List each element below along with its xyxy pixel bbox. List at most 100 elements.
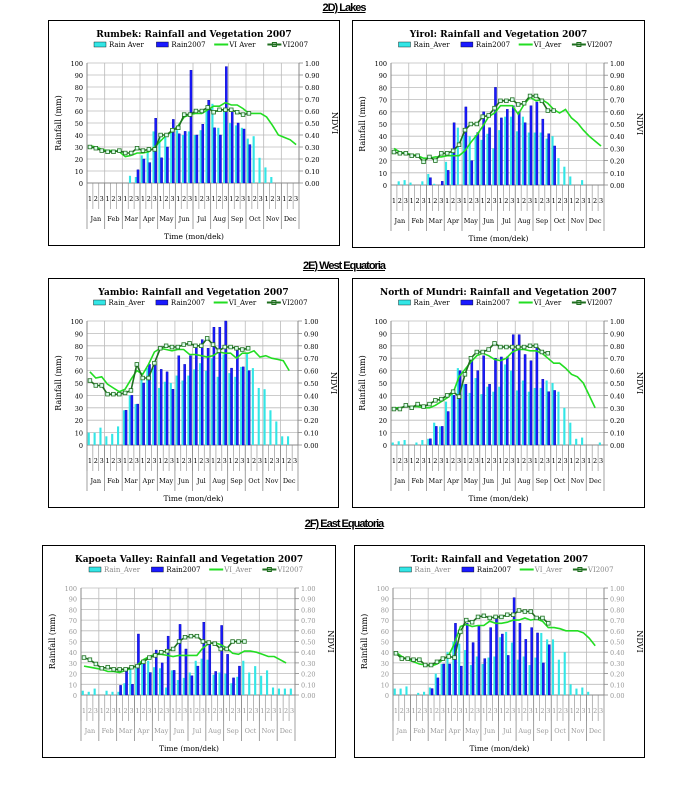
y2-tick-label: 0.00 — [610, 182, 624, 190]
legend-vi2007-marker — [266, 567, 272, 572]
x-dekad-label: 1 — [282, 195, 286, 203]
x-month-label: Oct — [554, 477, 566, 485]
bar-rain-aver — [257, 387, 260, 445]
y2-tick-label: 0.40 — [610, 133, 624, 141]
y2-tick-label: 0.50 — [610, 380, 624, 388]
x-dekad-label: 1 — [427, 197, 431, 205]
bar-rain-aver — [140, 155, 143, 183]
x-month-label: Dec — [589, 477, 602, 485]
bar-rain-aver — [251, 368, 254, 445]
point-vi2007 — [468, 121, 474, 127]
x-dekad-label: 3 — [581, 197, 585, 205]
y2-tick-label: 1.00 — [301, 585, 315, 593]
bar-rain2007 — [148, 364, 151, 446]
bar-rain-aver — [468, 392, 471, 445]
bar-rain2007 — [506, 655, 510, 696]
x-dekad-label: 2 — [231, 707, 235, 715]
x-month-label: Feb — [412, 477, 424, 485]
x-dekad-label: 2 — [94, 457, 98, 465]
bar-rain2007 — [196, 665, 200, 696]
x-dekad-label: 2 — [470, 707, 474, 715]
bar-rain2007 — [470, 160, 474, 186]
bar-rain2007 — [501, 633, 504, 696]
bar-rain-aver — [153, 667, 156, 695]
x-dekad-label: 1 — [189, 707, 193, 715]
bar-rain2007 — [530, 627, 533, 696]
x-month-label: Mar — [429, 217, 444, 225]
legend-vi2007-marker — [576, 42, 582, 47]
bar-rain-aver — [200, 658, 203, 695]
bar-rain-aver — [286, 436, 290, 445]
x-dekad-label: 2 — [287, 457, 291, 465]
y-tick-label: 90 — [381, 596, 389, 604]
x-dekad-label: 2 — [398, 197, 402, 205]
point-vi2007 — [428, 662, 434, 668]
x-dekad-label: 2 — [199, 457, 203, 465]
bar-rain-aver — [551, 136, 554, 185]
bar-rain-aver — [462, 134, 465, 185]
x-dekad-label: 1 — [481, 457, 485, 465]
legend-rain2007-label: Rain2007 — [171, 41, 205, 49]
x-dekad-label: 1 — [534, 197, 538, 205]
bar-rain-aver — [433, 183, 436, 185]
legend-rain2007-label: Rain2007 — [166, 566, 200, 574]
bar-rain2007 — [460, 665, 463, 696]
point-vi2007 — [409, 153, 414, 158]
y-tick-label: 90 — [379, 72, 387, 80]
point-vi2007 — [111, 149, 116, 154]
x-dekad-label: 1 — [158, 457, 162, 465]
x-dekad-label: 3 — [240, 457, 244, 465]
point-vi2007 — [245, 346, 251, 351]
legend: Rain_Aver Rain2007 VI_Aver VI2007 — [398, 299, 613, 307]
x-dekad-label: 3 — [563, 197, 567, 205]
x-dekad-label: 3 — [404, 197, 408, 205]
legend: Rain_Aver Rain2007 VI_Aver VI2007 — [93, 299, 308, 307]
bar-rain-aver — [533, 132, 536, 185]
bar-rain-aver — [135, 668, 138, 695]
x-dekad-label: 2 — [433, 197, 437, 205]
x-month-label: Jun — [173, 727, 185, 735]
legend-vi2007-label: VI2007 — [276, 566, 303, 574]
y2-tick-label: 0.80 — [610, 84, 624, 92]
x-dekad-label: 3 — [135, 457, 139, 465]
y2-tick-label: 0.50 — [301, 639, 315, 647]
bar-rain2007 — [177, 355, 181, 446]
y-tick-label: 10 — [381, 681, 389, 689]
bar-rain2007 — [488, 127, 491, 186]
x-month-label: Jul — [501, 217, 511, 225]
y2-tick-label: 0.90 — [610, 330, 624, 338]
y2-tick-label: 1.00 — [610, 585, 624, 593]
y2-tick-label: 0.10 — [610, 170, 624, 178]
x-dekad-label: 3 — [170, 195, 174, 203]
bar-rain2007 — [166, 146, 169, 184]
x-month-label: Jan — [395, 727, 407, 735]
point-vi2007 — [117, 667, 122, 672]
bar-rain2007 — [464, 106, 468, 186]
bar-rain2007 — [442, 663, 446, 696]
bar-rain-aver — [551, 639, 555, 695]
x-dekad-label: 3 — [294, 195, 298, 203]
point-vi2007 — [128, 388, 134, 393]
bar-rain-aver — [521, 116, 525, 185]
x-dekad-label: 3 — [117, 195, 121, 203]
x-dekad-label: 3 — [259, 195, 263, 203]
bar-rain-aver — [158, 137, 161, 183]
point-vi2007 — [240, 112, 246, 117]
y2-tick-label: 0.20 — [304, 417, 318, 425]
x-dekad-label: 3 — [236, 707, 240, 715]
x-month-label: May — [159, 477, 174, 485]
bar-rain-aver — [423, 691, 426, 695]
x-dekad-label: 2 — [88, 707, 92, 715]
y-tick-label: 60 — [75, 368, 83, 376]
bar-rain-aver — [87, 691, 90, 695]
point-vi2007 — [533, 93, 539, 99]
bar-rain2007 — [547, 133, 551, 186]
y2-tick-label: 0.90 — [610, 596, 624, 604]
bar-rain-aver — [212, 674, 215, 695]
bar-rain2007 — [476, 132, 480, 186]
x-dekad-label: 2 — [487, 197, 491, 205]
bar-rain-aver — [117, 426, 120, 445]
x-dekad-label: 3 — [241, 195, 245, 203]
x-dekad-label: 1 — [123, 457, 127, 465]
x-dekad-label: 3 — [147, 707, 151, 715]
